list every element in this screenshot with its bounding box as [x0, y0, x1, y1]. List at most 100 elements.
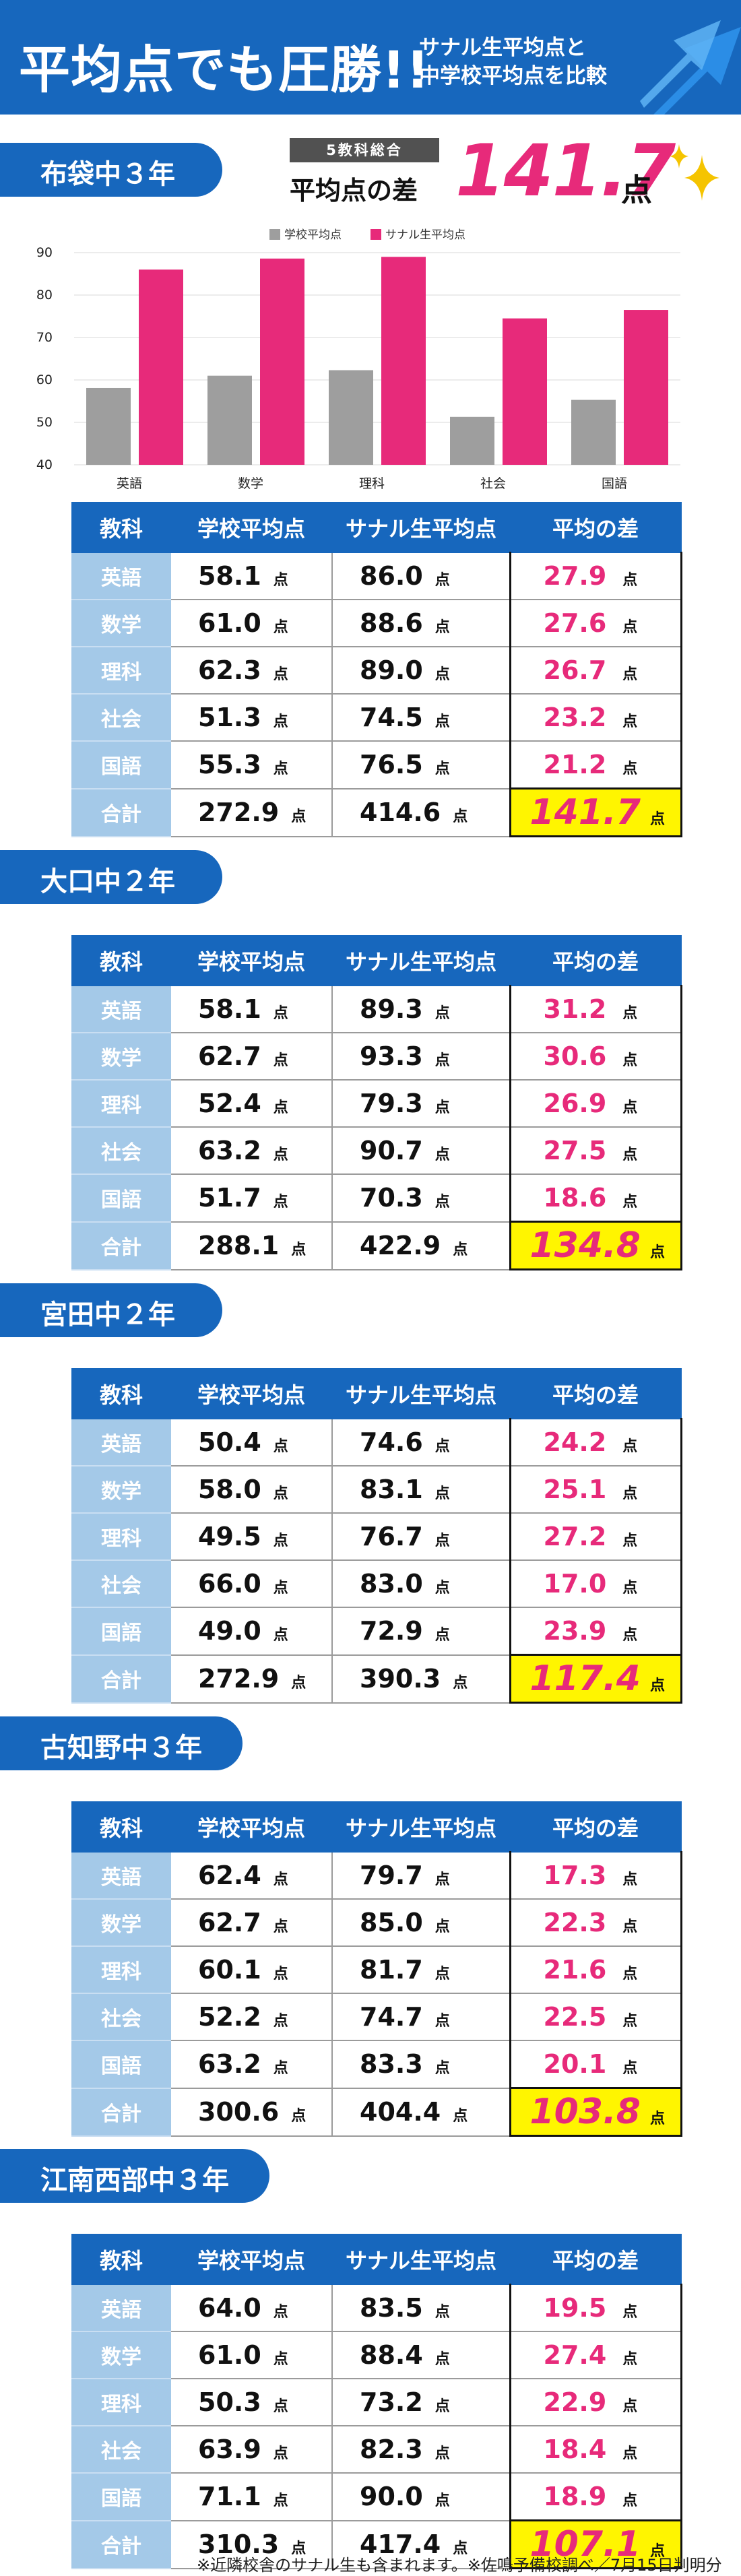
score-unit: 点	[434, 1533, 450, 1549]
score-unit: 点	[434, 1005, 450, 1022]
score-value: 62.4	[198, 1861, 261, 1890]
sanaru-average-cell: 81.7 点	[331, 1945, 511, 1994]
subject-cell: 国語	[71, 1173, 171, 1223]
score-value: 55.3	[198, 750, 261, 780]
score-value: 50.4	[198, 1427, 261, 1457]
score-value: 71.1	[198, 2482, 261, 2512]
table-header-cell: 平均の差	[509, 2234, 682, 2285]
score-value: 22.9	[543, 2387, 607, 2417]
sanaru-average-cell: 83.3 点	[331, 2040, 511, 2089]
score-unit: 点	[434, 666, 450, 683]
score-unit: 点	[622, 2304, 638, 2321]
subject-cell: 英語	[71, 1418, 171, 1467]
section-banner: 宮田中２年	[0, 1283, 222, 1337]
sanaru-average-cell: 82.3 点	[331, 2425, 511, 2474]
score-unit: 点	[453, 1242, 468, 1258]
legend-swatch	[370, 229, 381, 240]
score-value: 310.3	[198, 2530, 280, 2559]
table-row: 数学 61.0 点 88.6 点 27.6 点	[71, 599, 682, 647]
score-value: 17.3	[543, 1861, 607, 1890]
subject-cell: 国語	[71, 2472, 171, 2521]
score-value: 18.6	[543, 1183, 607, 1213]
sanaru-average-cell: 76.5 点	[331, 740, 511, 790]
difference-cell: 30.6 点	[509, 1032, 682, 1081]
subject-cell: 合計	[71, 1221, 171, 1270]
score-unit: 点	[649, 2543, 665, 2560]
score-unit: 点	[273, 1147, 288, 1163]
legend-entry: 学校平均点	[269, 228, 342, 242]
difference-cell: 27.5 点	[509, 1126, 682, 1175]
difference-cell: 27.9 点	[509, 552, 682, 600]
school-average-cell: 63.9 点	[170, 2425, 333, 2474]
score-unit: 点	[273, 713, 288, 730]
score-value: 22.3	[543, 1908, 607, 1937]
school-average-cell: 71.1 点	[170, 2472, 333, 2521]
score-value: 141.7	[529, 792, 641, 833]
score-value: 18.9	[543, 2482, 607, 2511]
y-tick-label: 60	[36, 373, 53, 387]
section-title: 大口中２年	[40, 866, 175, 897]
table-row: 社会 51.3 点 74.5 点 23.2 点	[71, 693, 682, 742]
difference-cell: 21.2 点	[509, 740, 682, 790]
table-row: 国語 55.3 点 76.5 点 21.2 点	[71, 740, 682, 790]
table-row: 社会 52.2 点 74.7 点 22.5 点	[71, 1993, 682, 2041]
score-unit: 点	[273, 1099, 288, 1116]
score-unit: 点	[291, 2540, 307, 2557]
difference-cell: 18.9 点	[509, 2472, 682, 2521]
school-average-cell: 288.1 点	[170, 1221, 333, 1270]
diff-label-average: 平均点の差	[290, 176, 418, 205]
difference-cell: 21.6 点	[509, 1945, 682, 1994]
table-row: 理科 49.5 点 76.7 点 27.2 点	[71, 1512, 682, 1561]
score-value: 390.3	[360, 1664, 441, 1694]
score-value: 61.0	[198, 2340, 261, 2370]
table-row: 数学 62.7 点 85.0 点 22.3 点	[71, 1898, 682, 1947]
score-value: 52.2	[198, 2002, 261, 2032]
score-value: 62.7	[198, 1908, 261, 1937]
sanaru-average-cell: 70.3 点	[331, 1173, 511, 1223]
school-average-cell: 55.3 点	[170, 740, 333, 790]
score-unit: 点	[273, 2351, 288, 2368]
score-value: 79.7	[360, 1861, 423, 1890]
section-title: 布袋中３年	[40, 159, 175, 190]
subject-cell: 理科	[71, 1945, 171, 1994]
school-average-cell: 62.7 点	[170, 1032, 333, 1081]
score-value: 74.7	[360, 2002, 423, 2032]
score-value: 23.2	[543, 703, 607, 732]
table-header-cell: サナル生平均点	[331, 1801, 511, 1853]
table-header-cell: サナル生平均点	[331, 1368, 511, 1419]
score-unit: 点	[434, 619, 450, 636]
score-unit: 点	[434, 713, 450, 730]
score-table: 教科 学校平均点 サナル生平均点 平均の差 英語 58.1 点 89.3 点 31.2 点数学 62.…	[71, 935, 682, 1270]
score-value: 86.0	[360, 561, 423, 591]
score-unit: 点	[649, 811, 665, 828]
school-average-cell: 64.0 点	[170, 2284, 333, 2332]
score-unit: 点	[434, 1438, 450, 1455]
table-row: 合計 272.9 点 414.6 点 141.7 点	[71, 787, 682, 837]
bar	[624, 310, 668, 465]
score-unit: 点	[622, 666, 638, 683]
table-header-cell: サナル生平均点	[331, 2234, 511, 2285]
table-row: 合計 300.6 点 404.4 点 103.8 点	[71, 2087, 682, 2137]
score-unit: 点	[453, 2540, 468, 2557]
school-average-cell: 49.0 点	[170, 1607, 333, 1656]
score-unit: 点	[273, 2492, 288, 2510]
score-value: 20.1	[543, 2049, 607, 2079]
score-unit: 点	[273, 1966, 288, 1983]
bar	[503, 318, 547, 465]
score-value: 76.7	[360, 1522, 423, 1551]
subtitle-line-1: サナル生平均点と	[419, 36, 586, 60]
score-value: 63.2	[198, 1136, 261, 1165]
sanaru-average-cell: 74.7 点	[331, 1993, 511, 2041]
school-average-cell: 272.9 点	[170, 787, 333, 837]
difference-cell: 22.5 点	[509, 1993, 682, 2041]
school-average-cell: 58.1 点	[170, 985, 333, 1033]
x-category-label: 社会	[480, 476, 506, 491]
school-average-cell: 310.3 点	[170, 2519, 333, 2569]
table-row: 理科 50.3 点 73.2 点 22.9 点	[71, 2378, 682, 2426]
score-value: 272.9	[198, 1664, 280, 1694]
score-unit: 点	[622, 2398, 638, 2415]
score-value: 58.0	[198, 1475, 261, 1504]
school-average-cell: 50.4 点	[170, 1418, 333, 1467]
score-value: 27.5	[543, 1136, 607, 1165]
table-row: 英語 58.1 点 86.0 点 27.9 点	[71, 552, 682, 600]
